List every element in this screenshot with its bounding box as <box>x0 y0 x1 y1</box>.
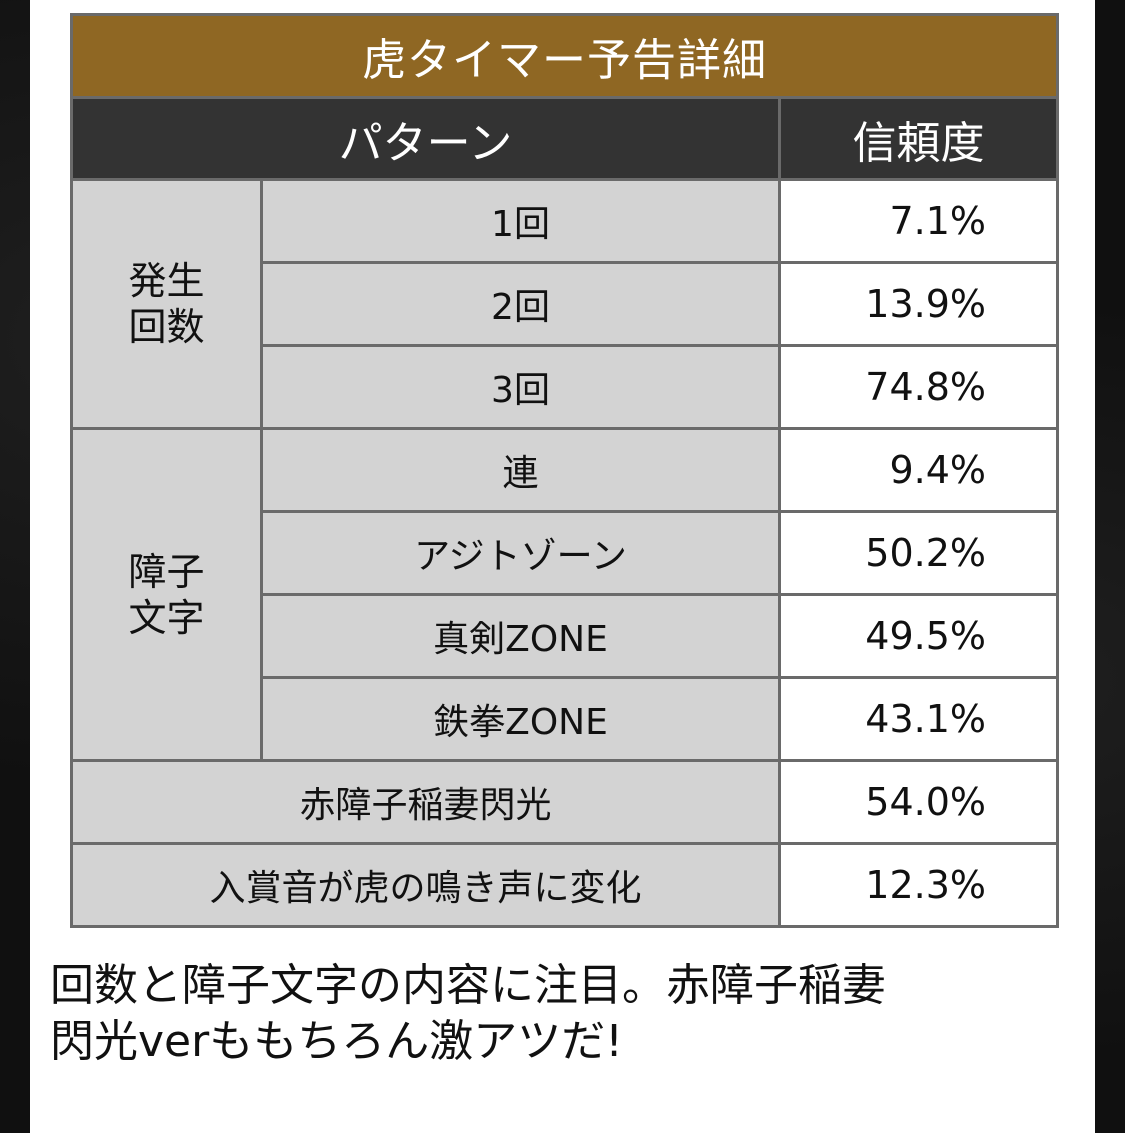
row-label: アジトゾーン <box>260 510 781 596</box>
group-label-line: 回数 <box>128 305 205 349</box>
row-value: 50.2% <box>778 510 1059 596</box>
group-label-occurrence: 発生 回数 <box>70 178 263 430</box>
caption-line: 回数と障子文字の内容に注目。赤障子稲妻 <box>50 960 886 1011</box>
table-row: 障子 文字 連 9.4% <box>70 427 1059 762</box>
row-value: 43.1% <box>778 676 1059 762</box>
row-label: 鉄拳ZONE <box>260 676 781 762</box>
header-reliability: 信頼度 <box>778 96 1059 181</box>
row-label: 1回 <box>260 178 781 264</box>
table-row: 入賞音が虎の鳴き声に変化 12.3% <box>70 842 1059 928</box>
row-value: 9.4% <box>778 427 1059 513</box>
caption-text: 回数と障子文字の内容に注目。赤障子稲妻 閃光verももちろん激アツだ! <box>50 958 1090 1070</box>
tiger-timer-table: 虎タイマー予告詳細 パターン 信頼度 発生 回数 1回 7.1% 2回 13.9… <box>70 13 1059 928</box>
row-label: 連 <box>260 427 781 513</box>
group-label-line: 障子 <box>128 549 205 594</box>
table-row: 真剣ZONE 49.5% <box>72 593 1059 679</box>
row-value: 49.5% <box>778 593 1059 679</box>
table-header-row: パターン 信頼度 <box>70 96 1059 181</box>
row-label: 3回 <box>260 344 781 430</box>
table-row: 3回 74.8% <box>72 344 1059 430</box>
group-label-line: 発生 <box>128 259 205 303</box>
row-label: 赤障子稲妻閃光 <box>70 759 781 845</box>
table-row: 2回 13.9% <box>72 261 1059 347</box>
table-row: 鉄拳ZONE 43.1% <box>72 676 1059 762</box>
table-row: アジトゾーン 50.2% <box>72 510 1059 596</box>
caption-line: 閃光verももちろん激アツだ! <box>50 1016 623 1067</box>
row-value: 12.3% <box>778 842 1059 928</box>
row-label: 入賞音が虎の鳴き声に変化 <box>70 842 781 928</box>
row-value: 74.8% <box>778 344 1059 430</box>
row-value: 13.9% <box>778 261 1059 347</box>
table-title-row: 虎タイマー予告詳細 <box>70 13 1059 99</box>
row-label: 2回 <box>260 261 781 347</box>
group-label-line: 文字 <box>128 595 205 640</box>
table-title: 虎タイマー予告詳細 <box>70 13 1059 99</box>
row-value: 7.1% <box>778 178 1059 264</box>
header-pattern: パターン <box>70 96 781 181</box>
table-row: 赤障子稲妻閃光 54.0% <box>70 759 1059 845</box>
content-card: 虎タイマー予告詳細 パターン 信頼度 発生 回数 1回 7.1% 2回 13.9… <box>30 0 1095 1133</box>
table-row: 発生 回数 1回 7.1% <box>70 178 1059 430</box>
row-label: 真剣ZONE <box>260 593 781 679</box>
row-value: 54.0% <box>778 759 1059 845</box>
group-label-shoji-text: 障子 文字 <box>70 427 263 762</box>
